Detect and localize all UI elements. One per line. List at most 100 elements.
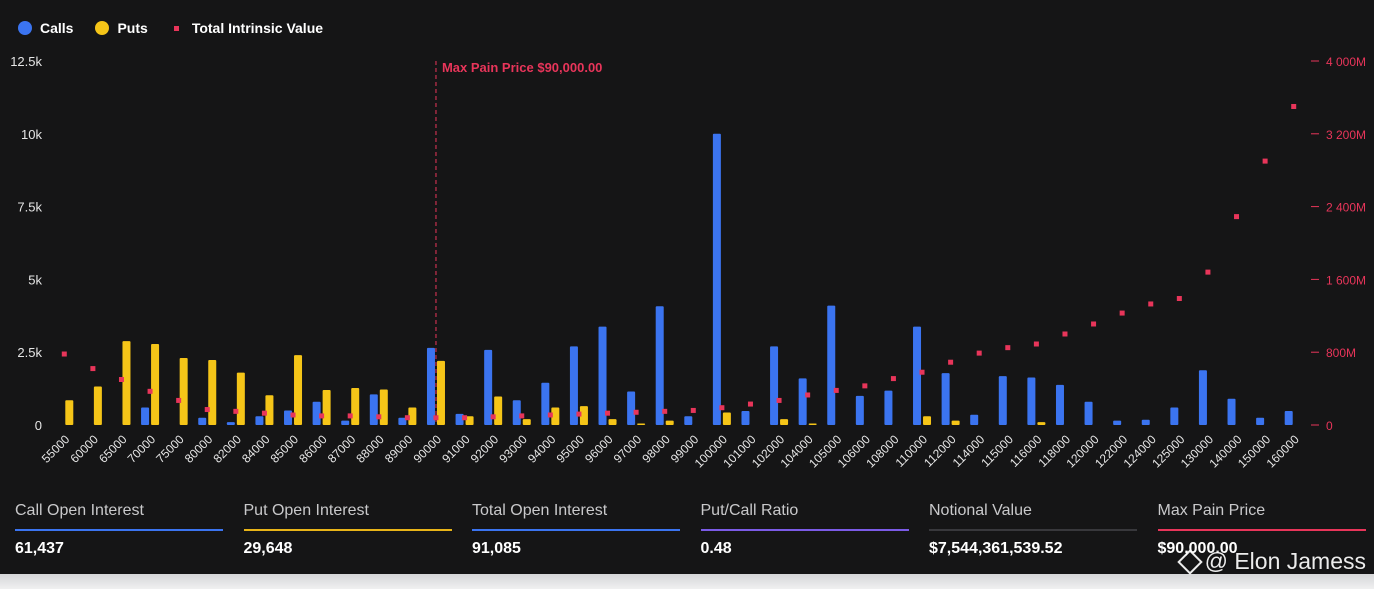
calls-bar — [198, 417, 207, 425]
intrinsic-point — [147, 388, 153, 394]
put-open-interest-label: Put Open Interest — [243, 502, 369, 519]
x-tick-label: 75000 — [153, 432, 187, 466]
calls-bar — [455, 413, 464, 425]
intrinsic-point — [1205, 269, 1211, 275]
x-tick-label: 60000 — [68, 432, 102, 466]
x-tick-label: 95000 — [554, 432, 588, 466]
x-tick-label: 88000 — [353, 432, 387, 466]
y2-tick-label: 4 000M — [1326, 55, 1366, 69]
x-tick-label: 90000 — [411, 432, 445, 466]
puts-bar — [65, 400, 74, 425]
puts-bar — [265, 395, 274, 425]
watermark-text: @ Elon Jamess — [1204, 548, 1366, 574]
puts-bar — [808, 423, 817, 425]
intrinsic-point — [519, 413, 525, 419]
intrinsic-point — [833, 387, 839, 393]
puts-bar — [522, 419, 531, 425]
x-tick-label: 86000 — [296, 432, 330, 466]
puts-bar — [494, 396, 503, 425]
x-tick-label: 65000 — [96, 432, 130, 466]
intrinsic-point — [919, 369, 925, 375]
intrinsic-point — [805, 392, 811, 398]
calls-bar — [884, 390, 893, 425]
call-open-interest-label: Call Open Interest — [15, 502, 144, 519]
intrinsic-point — [690, 407, 696, 413]
put-call-ratio-value: 0.48 — [700, 540, 732, 557]
calls-bar — [798, 378, 807, 425]
calls-bar — [770, 346, 779, 425]
puts-bar — [637, 423, 646, 425]
x-tick-label: 96000 — [582, 432, 616, 466]
calls-bar — [655, 306, 664, 425]
puts-bar — [122, 341, 131, 425]
intrinsic-point — [61, 351, 67, 357]
intrinsic-point — [1005, 345, 1011, 351]
calls-bar — [970, 414, 979, 425]
call-open-interest-stat: Call Open Interest 61,437 — [15, 500, 223, 558]
chart-legend: Calls Puts Total Intrinsic Value — [18, 20, 345, 36]
legend-calls[interactable]: Calls — [18, 20, 73, 36]
y-tick-label: 5k — [28, 272, 42, 287]
y2-tick-label: 1 600M — [1326, 273, 1366, 287]
puts-bar — [579, 406, 588, 425]
puts-bar — [951, 420, 960, 425]
calls-bar — [1113, 420, 1122, 425]
x-tick-label: 85000 — [268, 432, 302, 466]
calls-bar — [341, 420, 350, 425]
calls-bar — [684, 416, 693, 425]
calls-bar — [1084, 401, 1093, 425]
intrinsic-point — [719, 405, 725, 411]
calls-bar — [1256, 417, 1265, 425]
calls-bar — [741, 411, 750, 425]
stats-row: Call Open Interest 61,437 Put Open Interes… — [15, 500, 1366, 574]
intrinsic-point — [462, 415, 468, 421]
intrinsic-point — [404, 415, 410, 421]
calls-bar — [1284, 411, 1293, 425]
intrinsic-point — [776, 397, 782, 403]
max-pain-price-underline — [1157, 529, 1366, 531]
intrinsic-point — [662, 408, 668, 414]
intrinsic-point — [1291, 104, 1297, 109]
calls-bar — [484, 349, 493, 425]
intrinsic-point — [633, 409, 639, 415]
put-open-interest-value: 29,648 — [243, 540, 293, 557]
intrinsic-point — [605, 410, 611, 416]
calls-bar — [1227, 398, 1236, 425]
put-open-interest-underline — [243, 529, 452, 531]
notional-value-stat: Notional Value $7,544,361,539.52 — [929, 500, 1137, 558]
intrinsic-point — [433, 415, 439, 421]
legend-intrinsic[interactable]: Total Intrinsic Value — [170, 20, 323, 36]
x-tick-label: 98000 — [639, 432, 673, 466]
intrinsic-point — [862, 383, 868, 389]
calls-bar — [941, 373, 950, 425]
puts-bar — [151, 344, 160, 425]
intrinsic-point — [1033, 341, 1039, 347]
calls-bar — [369, 394, 378, 425]
puts-bar — [722, 412, 731, 425]
x-tick-label: 82000 — [210, 432, 244, 466]
calls-bar — [913, 326, 922, 425]
intrinsic-point — [1062, 331, 1068, 337]
legend-puts[interactable]: Puts — [95, 20, 148, 36]
intrinsic-point — [290, 412, 296, 418]
call-open-interest-underline — [15, 529, 223, 531]
x-tick-label: 89000 — [382, 432, 416, 466]
puts-bar — [208, 360, 217, 425]
intrinsic-point — [1262, 158, 1268, 164]
intrinsic-point — [176, 397, 182, 403]
puts-bar — [1037, 422, 1046, 425]
calls-bar — [284, 410, 293, 425]
calls-bar — [426, 347, 435, 425]
intrinsic-point — [261, 410, 267, 416]
y-tick-label: 0 — [35, 418, 42, 433]
calls-bar — [598, 326, 607, 425]
puts-bar — [551, 407, 560, 425]
y-tick-label: 12.5k — [10, 54, 42, 69]
calls-bar — [1170, 407, 1179, 425]
intrinsic-point — [490, 414, 496, 420]
puts-bar — [436, 360, 445, 425]
y2-tick-label: 800M — [1326, 346, 1356, 360]
intrinsic-point — [347, 413, 353, 419]
x-tick-label: 80000 — [182, 432, 216, 466]
calls-bar — [569, 346, 578, 425]
